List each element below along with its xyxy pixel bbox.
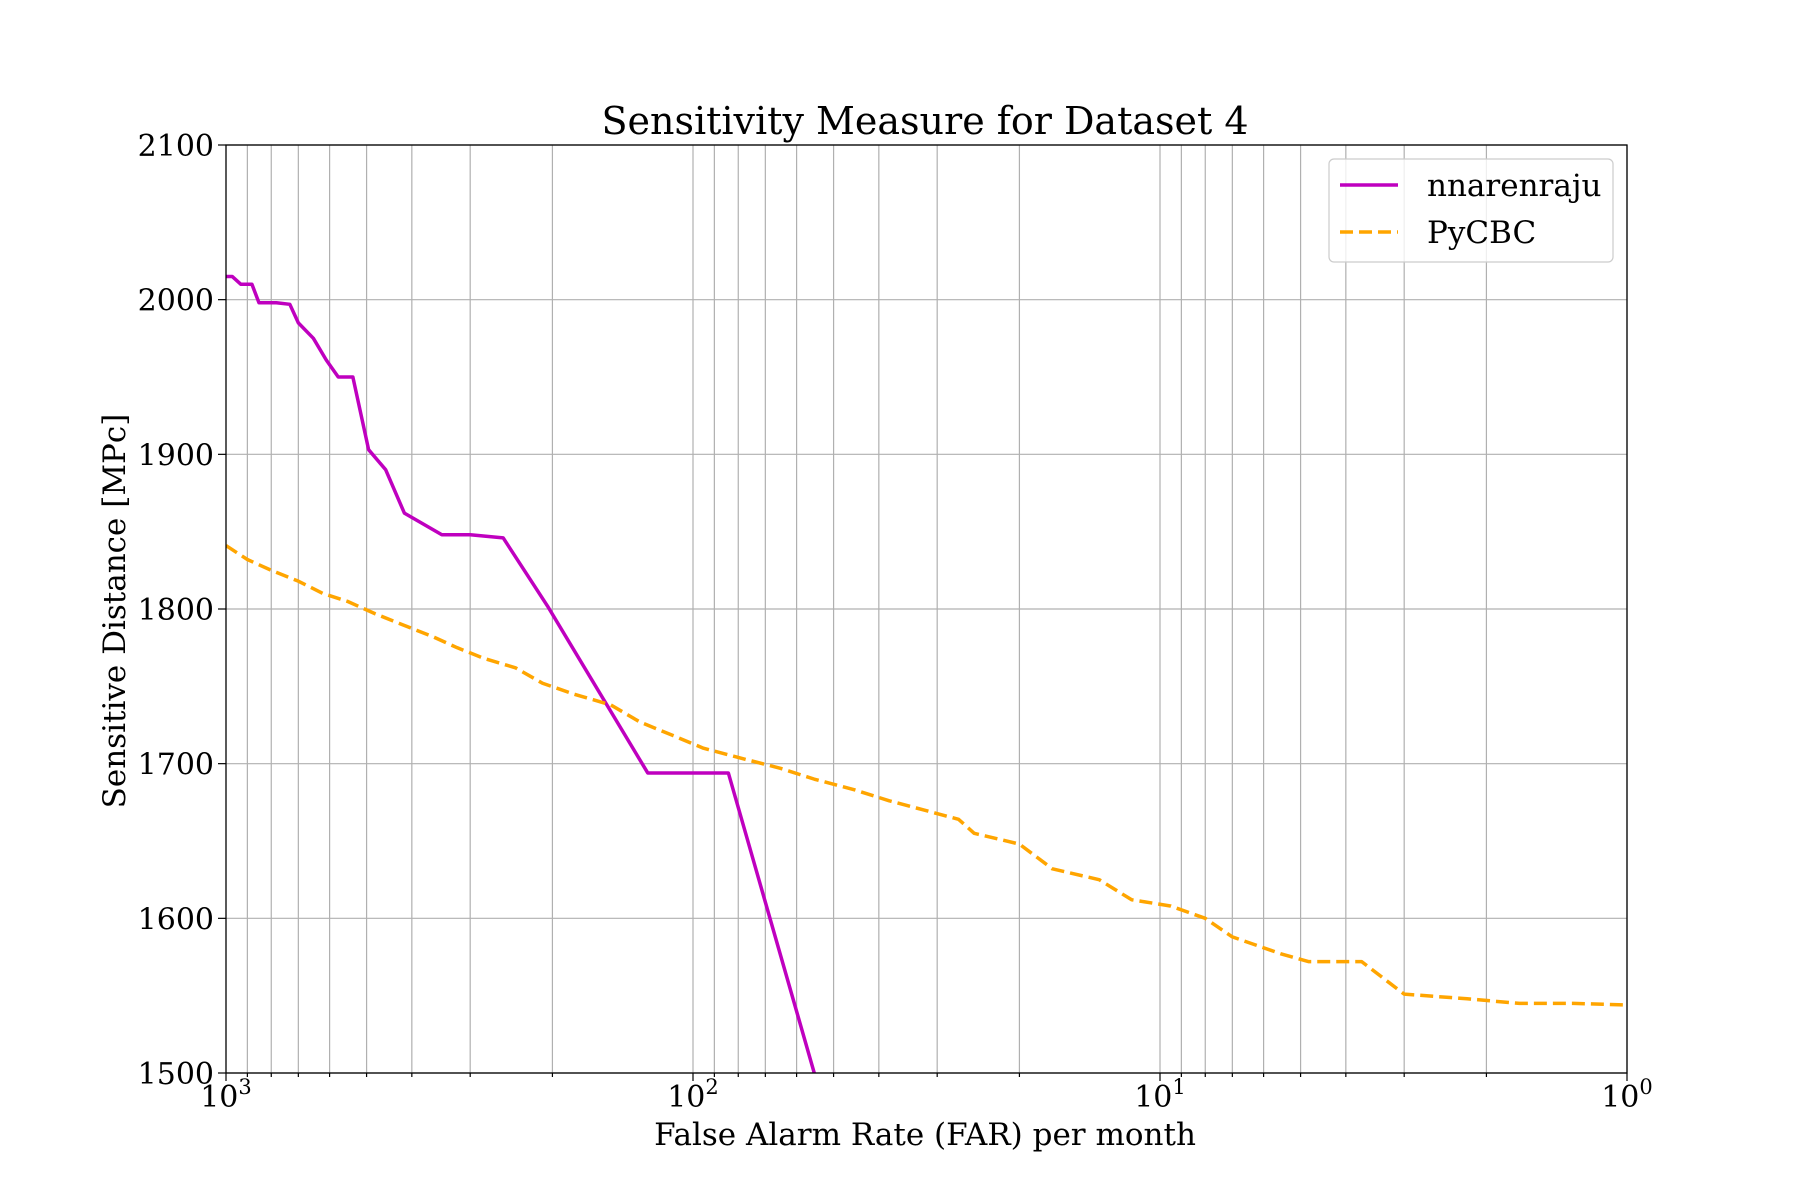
series-layer [226,274,1627,1073]
legend-label-pycbc: PyCBC [1427,215,1536,251]
x-tick-label: 102 [667,1075,719,1115]
legend-box [1328,158,1614,263]
series-line-pycbc [226,544,1627,1007]
legend-label-nnarenraju: nnarenraju [1427,168,1601,204]
tick-marks [218,144,1628,1081]
y-tick-label: 1800 [138,593,214,628]
x-tick-label: 100 [1601,1075,1653,1115]
series-line-nnarenraju [226,274,816,1073]
x-tick-label: 103 [200,1075,252,1115]
y-tick-label: 1600 [138,902,214,937]
x-axis-label: False Alarm Rate (FAR) per month [654,1117,1196,1153]
y-tick-label: 1700 [138,748,214,783]
legend: nnarenraju PyCBC [1328,158,1614,263]
x-tick-label: 101 [1134,1075,1186,1115]
y-tick-label: 2000 [138,284,214,319]
tick-labels: 1500 1600 1700 1800 1900 2000 2100 103 102 101 100 [138,129,1653,1115]
chart-title: Sensitivity Measure for Dataset 4 [601,99,1248,143]
grid-lines [226,144,1628,1074]
y-axis-label: Sensitive Distance [MPc] [97,414,133,809]
y-tick-label: 2100 [138,129,214,164]
y-tick-label: 1500 [138,1057,214,1092]
y-tick-label: 1900 [138,438,214,473]
